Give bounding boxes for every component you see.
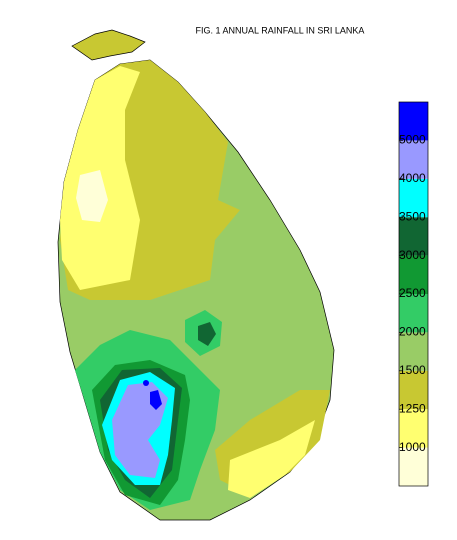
legend-swatch xyxy=(399,102,428,141)
legend-swatch xyxy=(399,217,428,256)
legend-tick-label: 5000 xyxy=(399,133,426,147)
legend-swatch xyxy=(399,409,428,448)
wet-hill-core xyxy=(198,322,216,346)
arid-southeast xyxy=(228,420,315,498)
legend-swatch xyxy=(399,294,428,333)
legend-tick-label: 3000 xyxy=(399,248,426,262)
legend-tick-label: 2500 xyxy=(399,286,426,300)
arid-core xyxy=(76,170,108,222)
legend-tick-label: 1500 xyxy=(399,363,426,377)
peak-rain-spot xyxy=(143,380,149,386)
legend-swatch xyxy=(399,255,428,294)
legend-tick-label: 1250 xyxy=(399,401,426,415)
legend-tick-label: 3500 xyxy=(399,209,426,223)
peak-rain xyxy=(150,390,162,410)
map-title: FIG. 1 ANNUAL RAINFALL IN SRI LANKA xyxy=(196,25,365,35)
legend-swatch xyxy=(399,140,428,179)
legend-tick-label: 2000 xyxy=(399,325,426,339)
peninsula xyxy=(71,29,146,61)
legend-swatch xyxy=(399,370,428,410)
island xyxy=(57,29,335,521)
legend-tick-label: 4000 xyxy=(399,171,426,185)
legend-swatch xyxy=(399,332,428,371)
legend-swatch xyxy=(399,178,428,218)
legend: 1000 1250 1500 2000 2500 3000 3500 4000 5000 xyxy=(398,101,429,487)
legend-tick-label: 1000 xyxy=(399,440,426,454)
legend-swatch xyxy=(399,447,428,486)
